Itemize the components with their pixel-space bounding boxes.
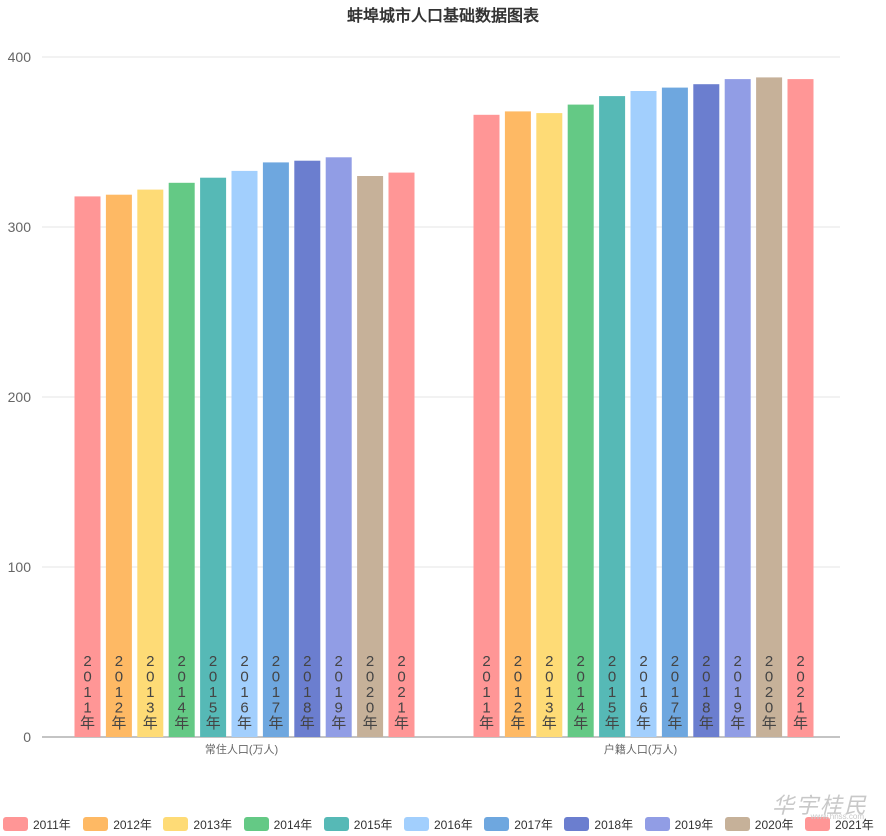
bar-2018年 [294, 160, 321, 737]
bar-2016年 [231, 170, 258, 737]
legend-item[interactable]: 2011年 [3, 812, 71, 836]
legend-item[interactable]: 2018年 [564, 812, 633, 836]
bar-2016年 [630, 91, 657, 737]
legend-swatch [83, 817, 109, 831]
bar-2019年 [325, 157, 352, 738]
bar-2020年 [756, 77, 783, 737]
legend: 2011年 2012年 2013年 2014年 2015年 2016年 2017年 2018年… [0, 812, 886, 836]
watermark-sub: www.hnss.com [810, 812, 864, 821]
legend-label: 2013年 [193, 817, 233, 832]
x-category-label: 户籍人口(万人) [604, 742, 677, 756]
bar-2020年 [357, 176, 384, 737]
bar-2012年 [105, 194, 132, 737]
bar-2021年 [787, 79, 814, 738]
bar-2011年 [473, 114, 500, 738]
y-tick-label: 200 [8, 389, 32, 405]
legend-label: 2014年 [273, 817, 313, 832]
legend-item[interactable]: 2021年 [805, 812, 874, 836]
bar-2015年 [599, 96, 626, 738]
legend-item[interactable]: 2019年 [644, 812, 714, 836]
bar-2017年 [262, 162, 289, 737]
y-tick-label: 300 [8, 219, 32, 235]
legend-label: 2011年 [33, 817, 71, 832]
legend-item[interactable]: 2016年 [404, 812, 473, 836]
legend-label: 2016年 [434, 817, 473, 832]
legend-swatch [484, 817, 510, 831]
bar-2015年 [200, 177, 227, 737]
bar-2019年 [724, 79, 751, 738]
legend-label: 2015年 [353, 817, 393, 832]
bar-2011年 [74, 196, 101, 737]
legend-item[interactable]: 2020年 [724, 812, 794, 836]
legend-swatch [805, 817, 830, 831]
legend-label: 2018年 [594, 817, 634, 832]
watermark-logo: 华宇桂民 [771, 794, 868, 819]
bar-2017年 [661, 87, 688, 738]
legend-swatch [564, 817, 590, 831]
legend-swatch [404, 817, 429, 831]
legend-item[interactable]: 2017年 [484, 812, 553, 836]
legend-item[interactable]: 2014年 [243, 812, 313, 836]
bar-2014年 [567, 104, 594, 738]
legend-label: 2019年 [674, 817, 714, 832]
bar-2018年 [693, 84, 720, 737]
y-tick-label: 400 [8, 49, 32, 65]
legend-swatch [3, 817, 28, 831]
y-tick-label: 0 [23, 729, 31, 745]
legend-swatch [323, 817, 349, 831]
legend-item[interactable]: 2013年 [163, 812, 232, 836]
legend-swatch [724, 817, 750, 831]
legend-label: 2020年 [754, 817, 794, 832]
bar-2013年 [137, 189, 164, 738]
chart-title: 蚌埠城市人口基础数据图表 [346, 8, 539, 25]
legend-swatch [163, 817, 189, 831]
x-category-label: 常住人口(万人) [205, 742, 278, 756]
y-tick-label: 100 [8, 559, 32, 575]
legend-swatch [644, 817, 670, 831]
bar-2013年 [536, 113, 563, 738]
legend-item[interactable]: 2012年 [83, 812, 152, 836]
legend-label: 2012年 [113, 817, 152, 832]
bar-2014年 [168, 182, 195, 738]
legend-label: 2021年 [835, 817, 874, 832]
legend-label: 2017年 [514, 817, 553, 832]
bar-2012年 [504, 111, 531, 737]
bar-2021年 [388, 172, 415, 738]
bar-chart: 0 100 200 300 400 常住人口(万人) 2 0 1 1 年 2 0 1 2 年 2 0 1 3 年 2 0 1 4… [8, 49, 840, 756]
legend-swatch [243, 817, 269, 831]
legend-item[interactable]: 2015年 [323, 812, 393, 836]
